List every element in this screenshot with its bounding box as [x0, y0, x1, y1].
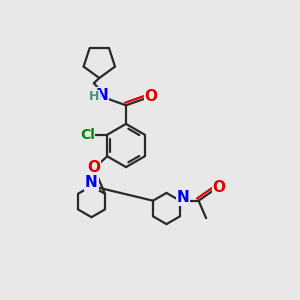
Text: O: O [87, 160, 100, 175]
Text: H: H [89, 90, 99, 104]
Text: O: O [212, 180, 226, 195]
Text: O: O [145, 89, 158, 104]
Text: N: N [177, 190, 189, 205]
Text: N: N [85, 175, 98, 190]
Text: N: N [96, 88, 108, 103]
Text: Cl: Cl [80, 128, 94, 142]
